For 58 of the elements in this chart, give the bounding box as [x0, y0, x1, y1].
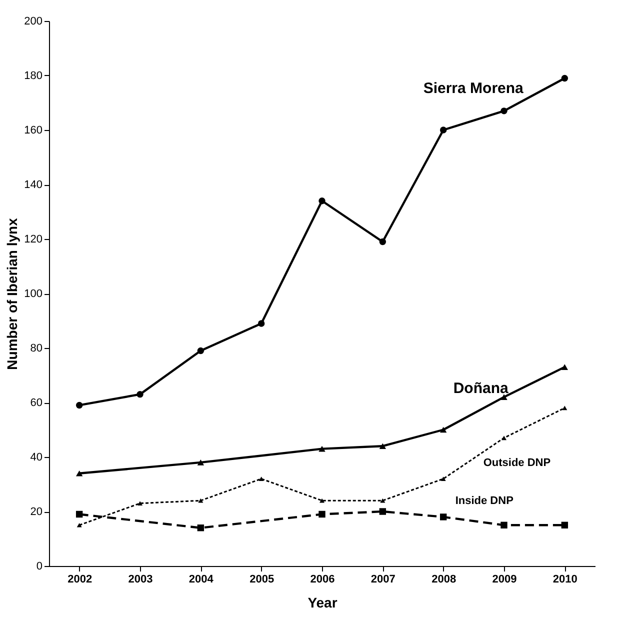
x-axis-title: Year: [308, 594, 338, 610]
series-label: Doñana: [453, 380, 509, 397]
point: [562, 406, 568, 410]
x-tick-label: 2010: [552, 574, 578, 586]
point: [440, 514, 447, 520]
point: [76, 402, 83, 409]
point: [318, 446, 326, 452]
point: [379, 508, 386, 515]
point: [502, 436, 506, 440]
x-tick-label: 2006: [310, 574, 335, 586]
y-axis-title: Number of Iberian lynx: [4, 218, 20, 370]
x-tick-label: 2005: [250, 574, 274, 586]
point: [136, 390, 144, 398]
y-tick-label: 160: [24, 124, 42, 136]
y-tick-label: 180: [24, 70, 42, 82]
x-tick-label: 2008: [432, 574, 456, 586]
point: [318, 198, 326, 204]
y-tick-label: 200: [24, 16, 42, 28]
series-label: Sierra Morena: [423, 80, 524, 97]
point: [440, 426, 447, 433]
point: [500, 522, 508, 528]
point: [76, 470, 83, 476]
series-label: Inside DNP: [455, 494, 514, 507]
y-tick-label: 0: [36, 560, 42, 572]
point: [197, 460, 204, 466]
x-tick-label: 2007: [370, 574, 396, 586]
y-tick-label: 40: [30, 452, 42, 464]
y-tick-label: 80: [30, 342, 42, 354]
x-tick-label: 2009: [492, 574, 517, 586]
point: [561, 74, 568, 82]
point: [258, 320, 265, 327]
point: [379, 238, 386, 246]
point: [500, 394, 508, 400]
point: [138, 501, 142, 506]
x-tick-label: 2002: [68, 574, 92, 586]
point: [500, 108, 508, 114]
point: [197, 347, 204, 354]
point: [440, 476, 446, 481]
x-tick-label: 2004: [188, 574, 214, 586]
y-tick-label: 100: [24, 288, 42, 300]
point: [440, 126, 447, 134]
point: [320, 498, 324, 503]
y-tick-label: 120: [24, 234, 42, 246]
point: [380, 498, 386, 503]
point: [198, 498, 204, 503]
point: [561, 364, 568, 370]
y-tick-label: 140: [24, 179, 42, 191]
point: [76, 510, 83, 518]
y-tick-label: 60: [30, 397, 42, 409]
y-tick-label: 20: [30, 506, 42, 518]
point: [561, 522, 568, 528]
series-label: Outside DNP: [483, 456, 551, 469]
x-tick-label: 2003: [128, 574, 153, 586]
point: [379, 443, 386, 450]
point: [318, 510, 326, 518]
point: [76, 522, 82, 528]
point: [197, 524, 204, 532]
point: [258, 476, 264, 481]
